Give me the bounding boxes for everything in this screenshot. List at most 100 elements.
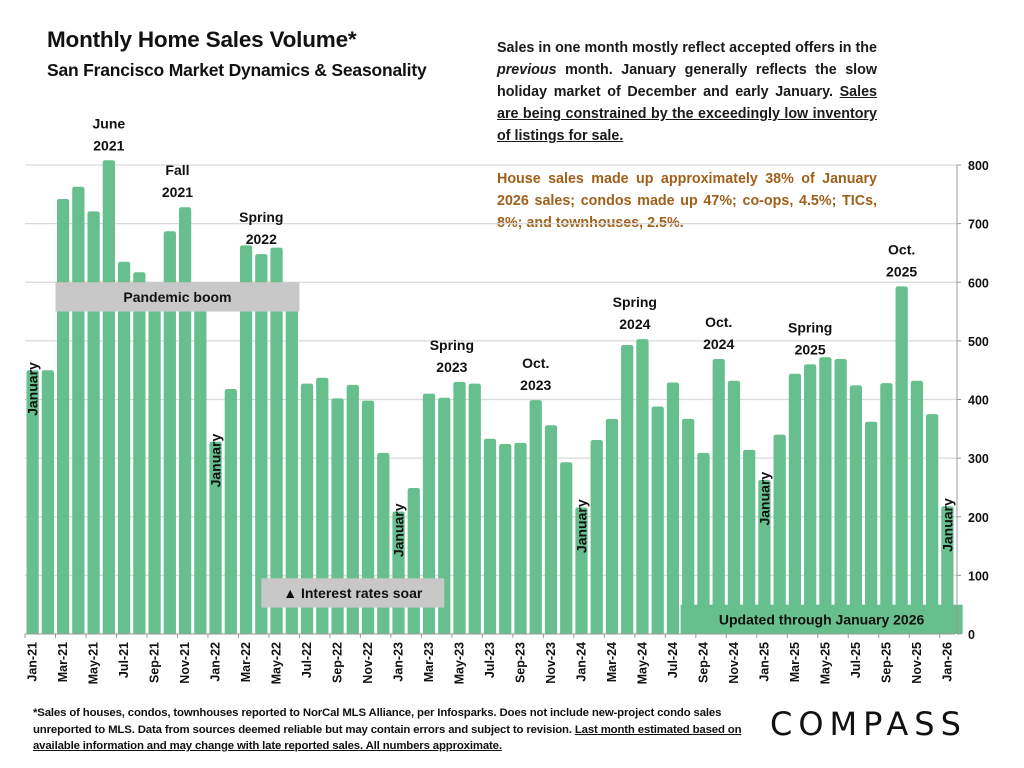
period-label: Oct. — [888, 241, 915, 257]
bar — [865, 421, 878, 634]
bar — [361, 400, 375, 634]
x-tick-label: Jan-26 — [940, 642, 954, 682]
bar — [697, 452, 710, 634]
x-tick-label: May-25 — [818, 642, 832, 684]
bar — [560, 462, 573, 634]
period-label: 2023 — [436, 359, 467, 375]
chart-title: Monthly Home Sales Volume* — [47, 27, 357, 52]
note-text-a: Sales in one month mostly reflect accept… — [497, 40, 877, 56]
sales-mix-note: House sales made up approximately 38% of… — [497, 171, 877, 231]
bar — [239, 245, 253, 634]
note-text-italic: previous — [497, 62, 557, 78]
bar — [255, 254, 268, 635]
x-tick-label: Jan-22 — [209, 642, 223, 682]
bar — [422, 393, 436, 634]
period-label: Spring — [430, 337, 474, 353]
footnote-text: *Sales of houses, condos, townhouses rep… — [33, 707, 722, 736]
period-label: 2025 — [886, 263, 917, 279]
bar — [834, 359, 847, 634]
bar — [148, 305, 161, 634]
period-label: 2021 — [93, 137, 124, 153]
bar — [453, 381, 466, 634]
bar — [133, 272, 146, 634]
january-label: January — [208, 434, 224, 488]
bar — [163, 231, 176, 634]
period-label: Spring — [239, 209, 283, 225]
january-label: January — [25, 362, 41, 416]
january-label: January — [939, 498, 955, 552]
bar — [636, 339, 649, 634]
bar — [773, 434, 786, 634]
bar — [102, 160, 115, 634]
bar — [727, 380, 741, 634]
bar — [788, 373, 802, 634]
footnote-underlined: Last month estimated based on available … — [33, 723, 742, 753]
y-tick-label: 800 — [968, 159, 989, 173]
bar — [880, 383, 893, 634]
bar — [758, 479, 771, 634]
bar — [26, 370, 39, 634]
bar — [514, 442, 527, 634]
bar — [499, 444, 512, 634]
x-tick-label: Jul-22 — [300, 642, 314, 678]
bar — [651, 406, 664, 634]
commentary-note: Sales in one month mostly reflect accept… — [497, 37, 877, 147]
x-tick-label: May-24 — [635, 642, 649, 684]
x-tick-label: Mar-24 — [605, 642, 619, 682]
bar — [438, 397, 451, 634]
x-axis: Jan-21 Mar-21 May-21 Jul-21 Sep-21 Nov-21 Jan-… — [24, 633, 955, 684]
x-tick-label: May-21 — [87, 642, 101, 684]
bar — [331, 398, 344, 634]
x-tick-label: Nov-23 — [544, 642, 558, 684]
bar — [468, 383, 481, 634]
period-label: Oct. — [705, 314, 732, 330]
bar — [621, 344, 634, 634]
bar — [895, 286, 908, 634]
x-tick-label: Nov-25 — [910, 642, 924, 684]
annotation-boxes: Pandemic boom ▲ Interest rates soar Update… — [55, 282, 963, 634]
note-text-b: month. January generally reflects the sl… — [497, 62, 877, 100]
bar — [56, 199, 70, 634]
bar — [209, 441, 222, 634]
january-label: January — [391, 503, 407, 557]
bar — [819, 357, 832, 634]
period-label: 2022 — [246, 231, 277, 247]
bar — [804, 364, 817, 634]
y-tick-label: 200 — [968, 511, 989, 525]
x-tick-label: Nov-24 — [727, 642, 741, 684]
bar — [117, 261, 131, 634]
x-tick-label: Nov-22 — [361, 642, 375, 684]
january-label: January — [756, 472, 772, 526]
x-tick-label: Jan-25 — [757, 642, 771, 682]
footnote: *Sales of houses, condos, townhouses rep… — [33, 705, 753, 755]
bar — [316, 377, 329, 634]
bar — [72, 186, 85, 634]
bar — [941, 506, 954, 634]
january-label: January — [573, 499, 589, 553]
bar — [910, 380, 924, 634]
period-label: 2023 — [520, 377, 551, 393]
x-tick-label: Jul-21 — [117, 642, 131, 678]
x-tick-label: Mar-22 — [239, 642, 253, 682]
bar — [575, 507, 588, 634]
y-tick-label: 700 — [968, 218, 989, 232]
x-tick-label: Jul-24 — [666, 642, 680, 678]
bar — [605, 418, 619, 634]
x-tick-label: Sep-22 — [331, 642, 345, 683]
y-tick-label: 600 — [968, 276, 989, 290]
period-label: Spring — [788, 319, 832, 335]
x-tick-label: Jul-23 — [483, 642, 497, 678]
period-label: 2025 — [795, 341, 826, 357]
chart-subtitle: San Francisco Market Dynamics & Seasonal… — [47, 60, 427, 80]
x-tick-label: Jan-23 — [392, 642, 406, 682]
bar — [849, 385, 863, 634]
annotations: January June 2021 Fall 2021 January Spring 2022… — [25, 115, 956, 557]
bar — [178, 207, 192, 634]
bar — [712, 359, 725, 634]
bar — [666, 382, 680, 634]
bar — [41, 370, 54, 634]
annotation-box — [261, 578, 445, 608]
note-text-underlined: Sales are being constrained by the excee… — [497, 84, 877, 144]
x-tick-label: Sep-23 — [513, 642, 527, 683]
y-tick-label: 100 — [968, 569, 989, 583]
